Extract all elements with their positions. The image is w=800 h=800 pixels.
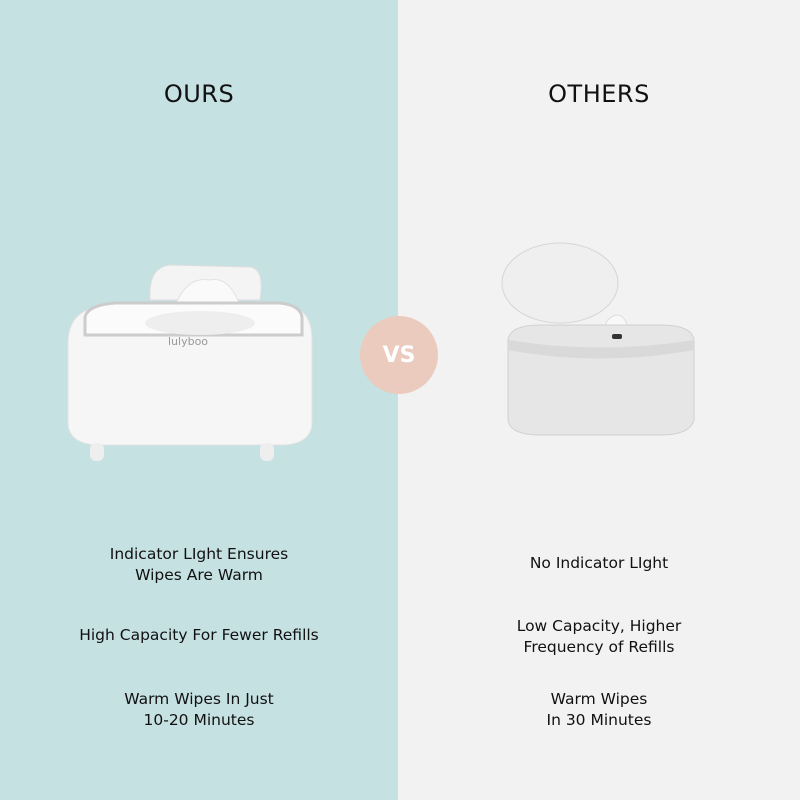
others-feature-warm-time: Warm Wipes In 30 Minutes — [546, 690, 652, 729]
ours-title: OURS — [163, 80, 235, 108]
others-panel: OTHERS No Indicator LIght Low Capacity, … — [398, 0, 800, 800]
ours-feature-capacity: High Capacity For Fewer Refills — [79, 626, 319, 644]
ours-panel: OURS lulyboo Indicator LIght Ensures Wip… — [0, 0, 398, 800]
brand-logo: lulyboo — [168, 335, 208, 348]
ours-feature-indicator: Indicator LIght Ensures Wipes Are Warm — [109, 545, 289, 584]
ours-feature-warm-time: Warm Wipes In Just 10-20 Minutes — [124, 690, 274, 729]
others-title: OTHERS — [548, 80, 650, 108]
vs-badge: VS — [360, 316, 438, 394]
ours-product-image: lulyboo — [67, 264, 313, 461]
others-feature-capacity: Low Capacity, Higher Frequency of Refill… — [516, 617, 682, 656]
others-feature-indicator: No Indicator LIght — [529, 554, 669, 572]
others-product-image — [501, 242, 695, 436]
